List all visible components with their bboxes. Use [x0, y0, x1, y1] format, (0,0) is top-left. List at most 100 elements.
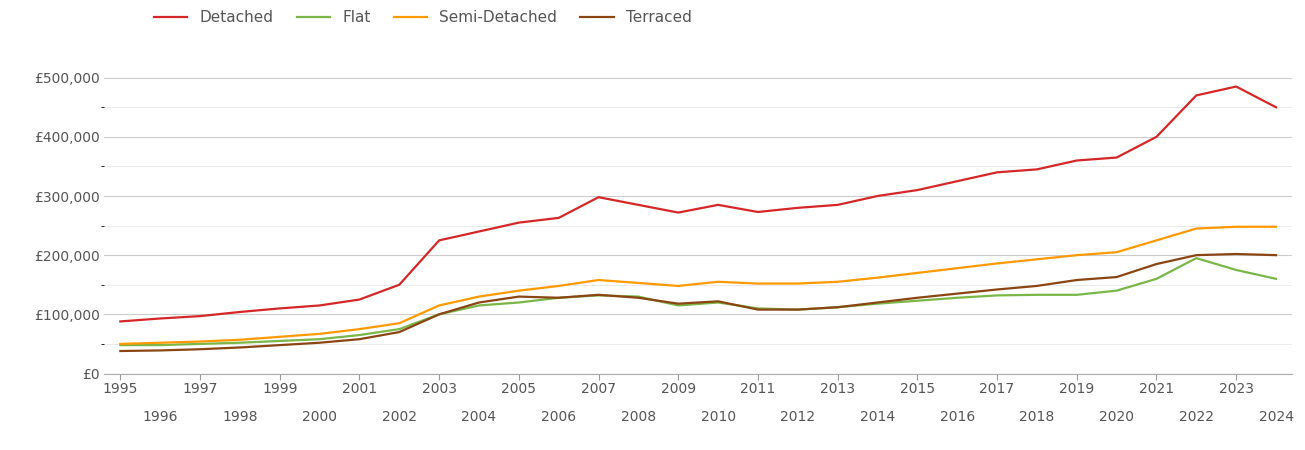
Semi-Detached	[949, 266, 964, 271]
Semi-Detached	[910, 270, 925, 275]
Detached	[232, 309, 248, 315]
Text: 2008: 2008	[621, 410, 656, 423]
Terraced	[271, 342, 287, 348]
Text: 2020: 2020	[1099, 410, 1134, 423]
Terraced	[351, 337, 367, 342]
Terraced	[432, 312, 448, 317]
Terraced	[1109, 274, 1125, 280]
Text: 2000: 2000	[301, 410, 337, 423]
Terraced	[512, 294, 527, 299]
Semi-Detached	[1268, 224, 1284, 230]
Flat	[671, 303, 686, 308]
Semi-Detached	[312, 331, 328, 337]
Flat	[630, 294, 646, 299]
Detached	[1148, 134, 1164, 140]
Terraced	[232, 345, 248, 350]
Semi-Detached	[232, 337, 248, 342]
Semi-Detached	[1148, 238, 1164, 243]
Semi-Detached	[471, 294, 487, 299]
Flat	[432, 312, 448, 317]
Text: 2022: 2022	[1178, 410, 1214, 423]
Flat	[1148, 276, 1164, 282]
Flat	[910, 298, 925, 303]
Detached	[1268, 104, 1284, 110]
Flat	[312, 337, 328, 342]
Terraced	[790, 307, 805, 312]
Terraced	[671, 301, 686, 306]
Semi-Detached	[989, 261, 1005, 266]
Text: 2004: 2004	[462, 410, 496, 423]
Text: 2014: 2014	[860, 410, 895, 423]
Flat	[1268, 276, 1284, 282]
Detached	[153, 316, 168, 321]
Flat	[153, 342, 168, 348]
Terraced	[750, 307, 766, 312]
Flat	[471, 303, 487, 308]
Semi-Detached	[551, 283, 566, 288]
Flat	[271, 338, 287, 344]
Semi-Detached	[671, 283, 686, 288]
Semi-Detached	[153, 340, 168, 346]
Detached	[1228, 84, 1244, 89]
Text: 2012: 2012	[780, 410, 816, 423]
Detached	[1069, 158, 1084, 163]
Detached	[790, 205, 805, 211]
Semi-Detached	[112, 341, 128, 346]
Terraced	[869, 300, 885, 305]
Detached	[671, 210, 686, 215]
Flat	[949, 295, 964, 301]
Flat	[192, 341, 207, 346]
Detached	[312, 303, 328, 308]
Flat	[1030, 292, 1045, 297]
Terraced	[630, 295, 646, 301]
Detached	[830, 202, 846, 207]
Terraced	[989, 287, 1005, 292]
Semi-Detached	[1228, 224, 1244, 230]
Semi-Detached	[630, 280, 646, 286]
Flat	[392, 326, 407, 332]
Flat	[351, 333, 367, 338]
Line: Flat: Flat	[120, 258, 1276, 345]
Terraced	[910, 295, 925, 301]
Terraced	[192, 346, 207, 352]
Detached	[551, 215, 566, 220]
Text: 1998: 1998	[222, 410, 257, 423]
Text: 2010: 2010	[701, 410, 736, 423]
Flat	[750, 306, 766, 311]
Semi-Detached	[432, 303, 448, 308]
Flat	[112, 342, 128, 348]
Flat	[1189, 256, 1205, 261]
Semi-Detached	[790, 281, 805, 286]
Legend: Detached, Flat, Semi-Detached, Terraced: Detached, Flat, Semi-Detached, Terraced	[147, 4, 698, 32]
Detached	[750, 209, 766, 215]
Terraced	[1030, 283, 1045, 288]
Flat	[790, 307, 805, 312]
Detached	[1109, 155, 1125, 160]
Flat	[232, 340, 248, 346]
Semi-Detached	[1189, 226, 1205, 231]
Detached	[1189, 93, 1205, 98]
Flat	[710, 300, 726, 305]
Detached	[512, 220, 527, 225]
Semi-Detached	[710, 279, 726, 284]
Terraced	[471, 300, 487, 305]
Terraced	[949, 291, 964, 297]
Terraced	[710, 299, 726, 304]
Semi-Detached	[591, 277, 607, 283]
Terraced	[1228, 251, 1244, 256]
Terraced	[312, 340, 328, 346]
Detached	[630, 202, 646, 207]
Terraced	[1148, 261, 1164, 267]
Detached	[1030, 166, 1045, 172]
Terraced	[830, 305, 846, 310]
Terraced	[1268, 252, 1284, 258]
Text: 2024: 2024	[1258, 410, 1293, 423]
Flat	[512, 300, 527, 305]
Semi-Detached	[351, 326, 367, 332]
Detached	[989, 170, 1005, 175]
Detached	[910, 187, 925, 193]
Line: Semi-Detached: Semi-Detached	[120, 227, 1276, 344]
Flat	[989, 292, 1005, 298]
Terraced	[112, 348, 128, 354]
Detached	[392, 282, 407, 288]
